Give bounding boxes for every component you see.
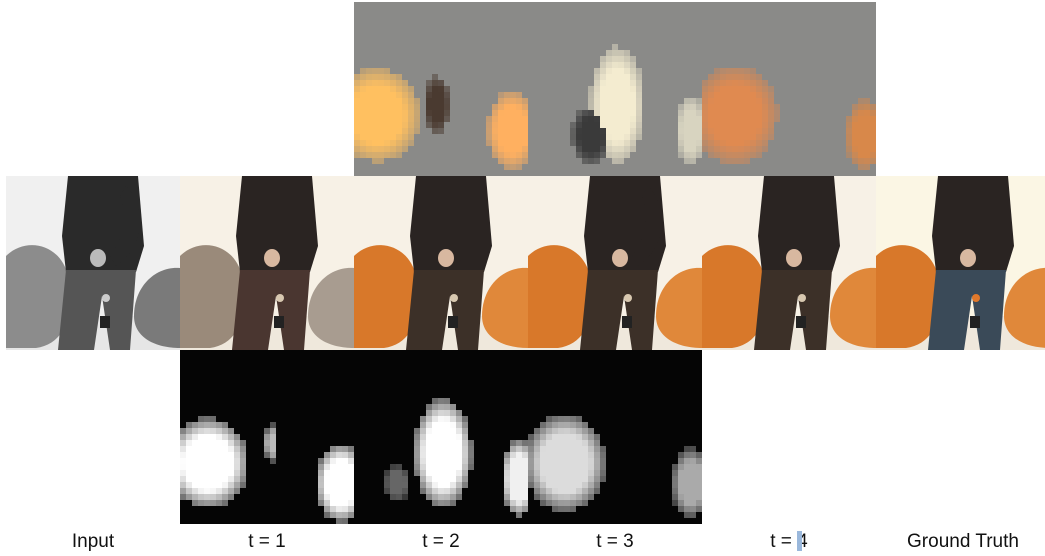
label-t2: t = 2 xyxy=(422,531,460,552)
label-input: Input xyxy=(71,531,115,552)
label-t1: t = 1 xyxy=(248,531,286,552)
top-attention-map-t2 xyxy=(354,2,528,176)
bottom-mask-t1 xyxy=(180,350,354,524)
text-cursor-highlight xyxy=(797,531,802,551)
scene-image-t3 xyxy=(528,176,702,350)
scene-image-t2 xyxy=(354,176,528,350)
top-attention-image-t4 xyxy=(702,2,876,176)
scene-svg-t1 xyxy=(180,176,354,350)
scene-svg-ground-truth xyxy=(876,176,1045,350)
scene-image-ground-truth xyxy=(876,176,1045,350)
top-attention-map-t3 xyxy=(528,2,702,176)
label-ground-truth: Ground Truth xyxy=(907,531,1019,552)
bottom-mask-image-t1 xyxy=(180,350,354,524)
bottom-mask-t2 xyxy=(354,350,528,524)
bottom-mask-t3 xyxy=(528,350,702,524)
scene-image-t1 xyxy=(180,176,354,350)
scene-svg-input xyxy=(6,176,180,350)
scene-svg-t2 xyxy=(354,176,528,350)
bottom-mask-image-t2 xyxy=(354,350,528,524)
label-t4: t = 4 xyxy=(702,530,876,554)
label-t3: t = 3 xyxy=(596,531,634,552)
top-attention-image-t2 xyxy=(354,2,528,176)
bottom-mask-image-t3 xyxy=(528,350,702,524)
label-t4-text: t = 4 xyxy=(770,531,808,552)
top-attention-image-t3 xyxy=(528,2,702,176)
scene-svg-t4 xyxy=(702,176,876,350)
top-attention-map-t4 xyxy=(702,2,876,176)
scene-svg-t3 xyxy=(528,176,702,350)
scene-image-input xyxy=(6,176,180,350)
scene-image-t4 xyxy=(702,176,876,350)
